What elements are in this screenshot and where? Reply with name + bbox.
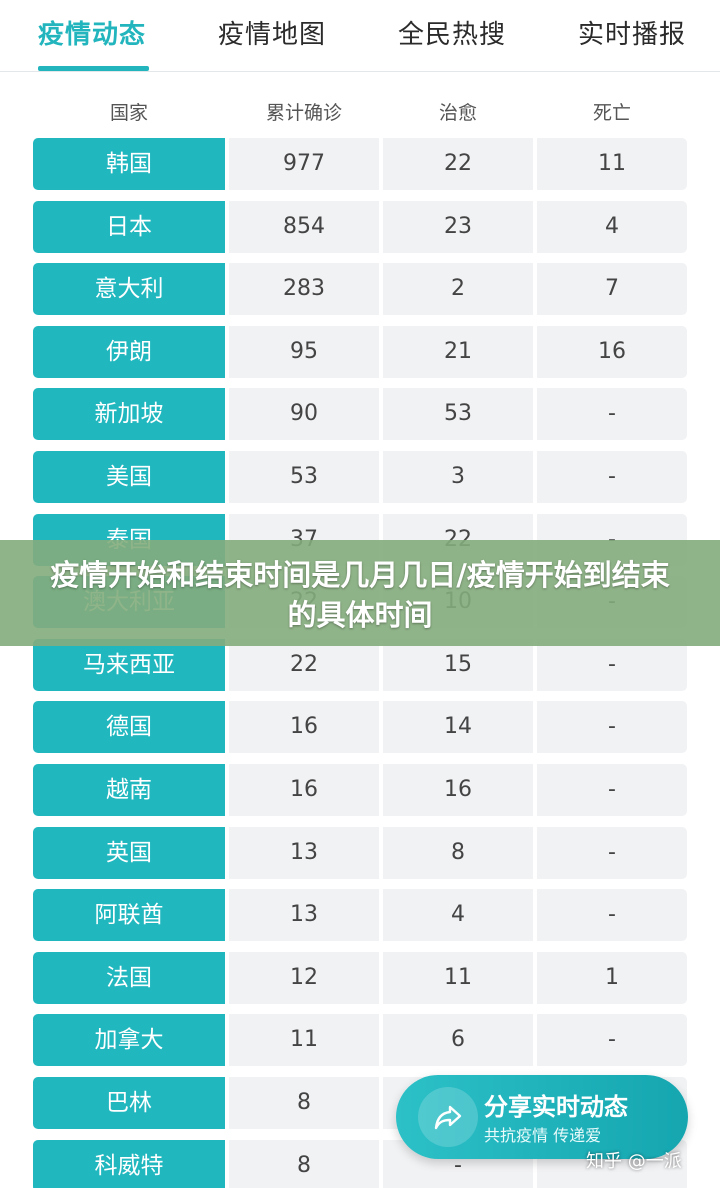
table-row: 马来西亚 22 15- — [0, 638, 720, 691]
recovered-cell: 3 — [383, 451, 533, 503]
country-cell: 德国 — [33, 701, 225, 754]
deaths-cell: - — [537, 826, 687, 879]
country-cell: 阿联酋 — [33, 889, 225, 942]
recovered-cell: 6 — [383, 1014, 533, 1067]
country-cell: 英国 — [33, 826, 225, 879]
title-banner: 疫情开始和结束时间是几月几日/疫情开始到结束的具体时间 — [0, 540, 720, 646]
table-header: 国家 累计确诊 治愈 死亡 — [0, 90, 720, 130]
share-subtitle: 共抗疫情 传递爱 — [484, 1126, 602, 1145]
country-cell: 科威特 — [33, 1139, 225, 1188]
deaths-cell: - — [537, 764, 687, 816]
recovered-cell: 53 — [383, 388, 533, 441]
country-cell: 马来西亚 — [33, 638, 225, 691]
deaths-cell: 1 — [537, 951, 687, 1004]
country-cell: 加拿大 — [33, 1014, 225, 1067]
table-row: 韩国 977 22 11 — [0, 138, 720, 190]
recovered-cell: 16 — [383, 764, 533, 816]
confirmed-cell: 283 — [229, 263, 379, 316]
tab-epidemic-map[interactable]: 疫情地图 — [218, 20, 327, 50]
confirmed-cell: 13 — [229, 826, 379, 879]
share-arrow-icon — [418, 1087, 478, 1147]
confirmed-cell: 53 — [229, 451, 379, 503]
confirmed-cell: 22 — [229, 638, 379, 691]
country-cell: 美国 — [33, 451, 225, 503]
confirmed-cell: 8 — [229, 1139, 379, 1188]
country-cell: 日本 — [33, 200, 225, 253]
confirmed-cell: 16 — [229, 764, 379, 816]
recovered-cell: 2 — [383, 263, 533, 316]
country-cell: 伊朗 — [33, 325, 225, 378]
country-cell: 韩国 — [33, 138, 225, 190]
country-cell: 法国 — [33, 951, 225, 1004]
header-country: 国家 — [109, 102, 148, 124]
recovered-cell: 15 — [383, 638, 533, 691]
country-cell: 意大利 — [33, 263, 225, 316]
recovered-cell: 23 — [383, 200, 533, 253]
country-cell: 新加坡 — [33, 388, 225, 441]
confirmed-cell: 11 — [229, 1014, 379, 1067]
tab-bar: 疫情动态 疫情地图 全民热搜 实时播报 — [0, 0, 720, 72]
confirmed-cell: 16 — [229, 701, 379, 754]
confirmed-cell: 8 — [229, 1077, 379, 1129]
recovered-cell: 21 — [383, 325, 533, 378]
share-button[interactable]: 分享实时动态 共抗疫情 传递爱 — [396, 1075, 688, 1159]
deaths-cell: 7 — [537, 263, 687, 316]
banner-title: 疫情开始和结束时间是几月几日/疫情开始到结束的具体时间 — [50, 558, 670, 632]
confirmed-cell: 12 — [229, 951, 379, 1004]
deaths-cell: - — [537, 1014, 687, 1067]
confirmed-cell: 90 — [229, 388, 379, 441]
table-row: 法国 12 11 1 — [0, 951, 720, 1004]
table-row: 阿联酋 13 4- — [0, 889, 720, 942]
deaths-cell: - — [537, 388, 687, 441]
confirmed-cell: 977 — [229, 138, 379, 190]
watermark: 知乎 @一派 — [586, 1151, 682, 1172]
table-row: 越南 16 16- — [0, 764, 720, 816]
recovered-cell: 22 — [383, 138, 533, 190]
recovered-cell: 14 — [383, 701, 533, 754]
header-deaths: 死亡 — [592, 102, 631, 124]
deaths-cell: 16 — [537, 325, 687, 378]
table-row: 伊朗 95 21 16 — [0, 325, 720, 378]
deaths-cell: 11 — [537, 138, 687, 190]
confirmed-cell: 13 — [229, 889, 379, 942]
table-row: 日本 854 23 4 — [0, 200, 720, 253]
recovered-cell: 11 — [383, 951, 533, 1004]
confirmed-cell: 854 — [229, 200, 379, 253]
country-cell: 越南 — [33, 764, 225, 816]
header-recovered: 治愈 — [438, 102, 477, 124]
table-row: 德国 16 14- — [0, 701, 720, 754]
recovered-cell: 4 — [383, 889, 533, 942]
tab-trending-search[interactable]: 全民热搜 — [398, 20, 507, 50]
header-confirmed: 累计确诊 — [265, 102, 342, 124]
table-row: 新加坡 90 53- — [0, 388, 720, 441]
deaths-cell: - — [537, 701, 687, 754]
table-row: 加拿大 11 6- — [0, 1014, 720, 1067]
deaths-cell: - — [537, 451, 687, 503]
table-row: 意大利 283 2 7 — [0, 263, 720, 316]
active-tab-indicator — [38, 66, 149, 71]
deaths-cell: 4 — [537, 200, 687, 253]
share-title: 分享实时动态 — [484, 1093, 628, 1121]
deaths-cell: - — [537, 638, 687, 691]
table-row: 英国 13 8- — [0, 826, 720, 879]
country-cell: 巴林 — [33, 1077, 225, 1129]
table-row: 美国 53 3- — [0, 451, 720, 503]
tab-epidemic-news[interactable]: 疫情动态 — [38, 20, 147, 50]
confirmed-cell: 95 — [229, 325, 379, 378]
deaths-cell: - — [537, 889, 687, 942]
tab-live-report[interactable]: 实时播报 — [578, 20, 687, 50]
recovered-cell: 8 — [383, 826, 533, 879]
